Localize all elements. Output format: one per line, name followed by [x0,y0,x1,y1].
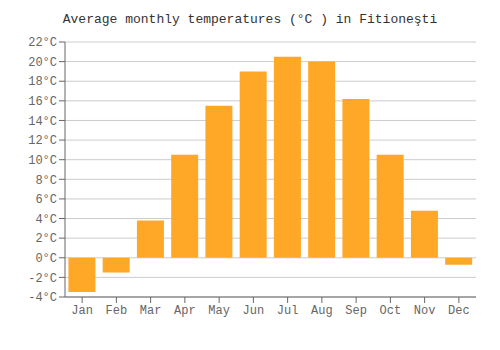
svg-text:Aug: Aug [311,304,333,318]
svg-text:Dec: Dec [448,304,470,318]
svg-text:2°C: 2°C [35,232,57,246]
svg-text:Nov: Nov [414,304,436,318]
svg-text:Apr: Apr [174,304,196,318]
svg-text:6°C: 6°C [35,193,57,207]
svg-text:-2°C: -2°C [28,272,57,286]
svg-text:14°C: 14°C [28,115,57,129]
svg-text:Jul: Jul [277,304,299,318]
svg-text:10°C: 10°C [28,154,57,168]
svg-text:0°C: 0°C [35,252,57,266]
svg-text:Sep: Sep [345,304,367,318]
svg-text:4°C: 4°C [35,213,57,227]
svg-text:Oct: Oct [380,304,402,318]
svg-text:Jan: Jan [71,304,93,318]
svg-text:-4°C: -4°C [28,291,57,305]
svg-text:Jun: Jun [243,304,265,318]
svg-text:8°C: 8°C [35,174,57,188]
svg-text:12°C: 12°C [28,134,57,148]
svg-text:22°C: 22°C [28,36,57,50]
svg-text:18°C: 18°C [28,75,57,89]
svg-text:20°C: 20°C [28,56,57,70]
svg-text:16°C: 16°C [28,95,57,109]
html-text:Average monthly temperatures (: Average monthly temperatures (°C ) in Fi… [62,12,438,27]
svg-text:Mar: Mar [140,304,162,318]
svg-text:Feb: Feb [106,304,128,318]
svg-text:May: May [208,304,230,318]
